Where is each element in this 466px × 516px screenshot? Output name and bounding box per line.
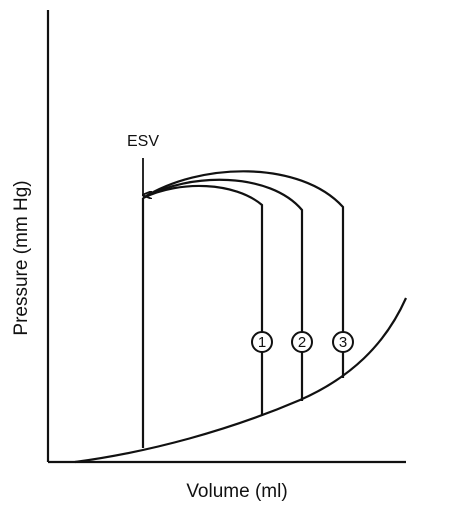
- loop-label: 3: [339, 334, 347, 351]
- loop-2: [142, 178, 304, 401]
- esv-label: ESV: [127, 133, 159, 150]
- loop-label: 2: [298, 334, 306, 351]
- loop-label-circle: [332, 331, 354, 353]
- edpvr-curve: [74, 297, 408, 464]
- loop-3: [142, 170, 345, 378]
- y-axis-label: Pressure (mm Hg): [11, 180, 32, 335]
- x-axis-label: Volume (ml): [186, 481, 287, 502]
- loop-label-circle: [251, 331, 273, 353]
- loop-1: [142, 184, 264, 416]
- loop-label: 1: [258, 334, 266, 351]
- loop-label-circle: [291, 331, 313, 353]
